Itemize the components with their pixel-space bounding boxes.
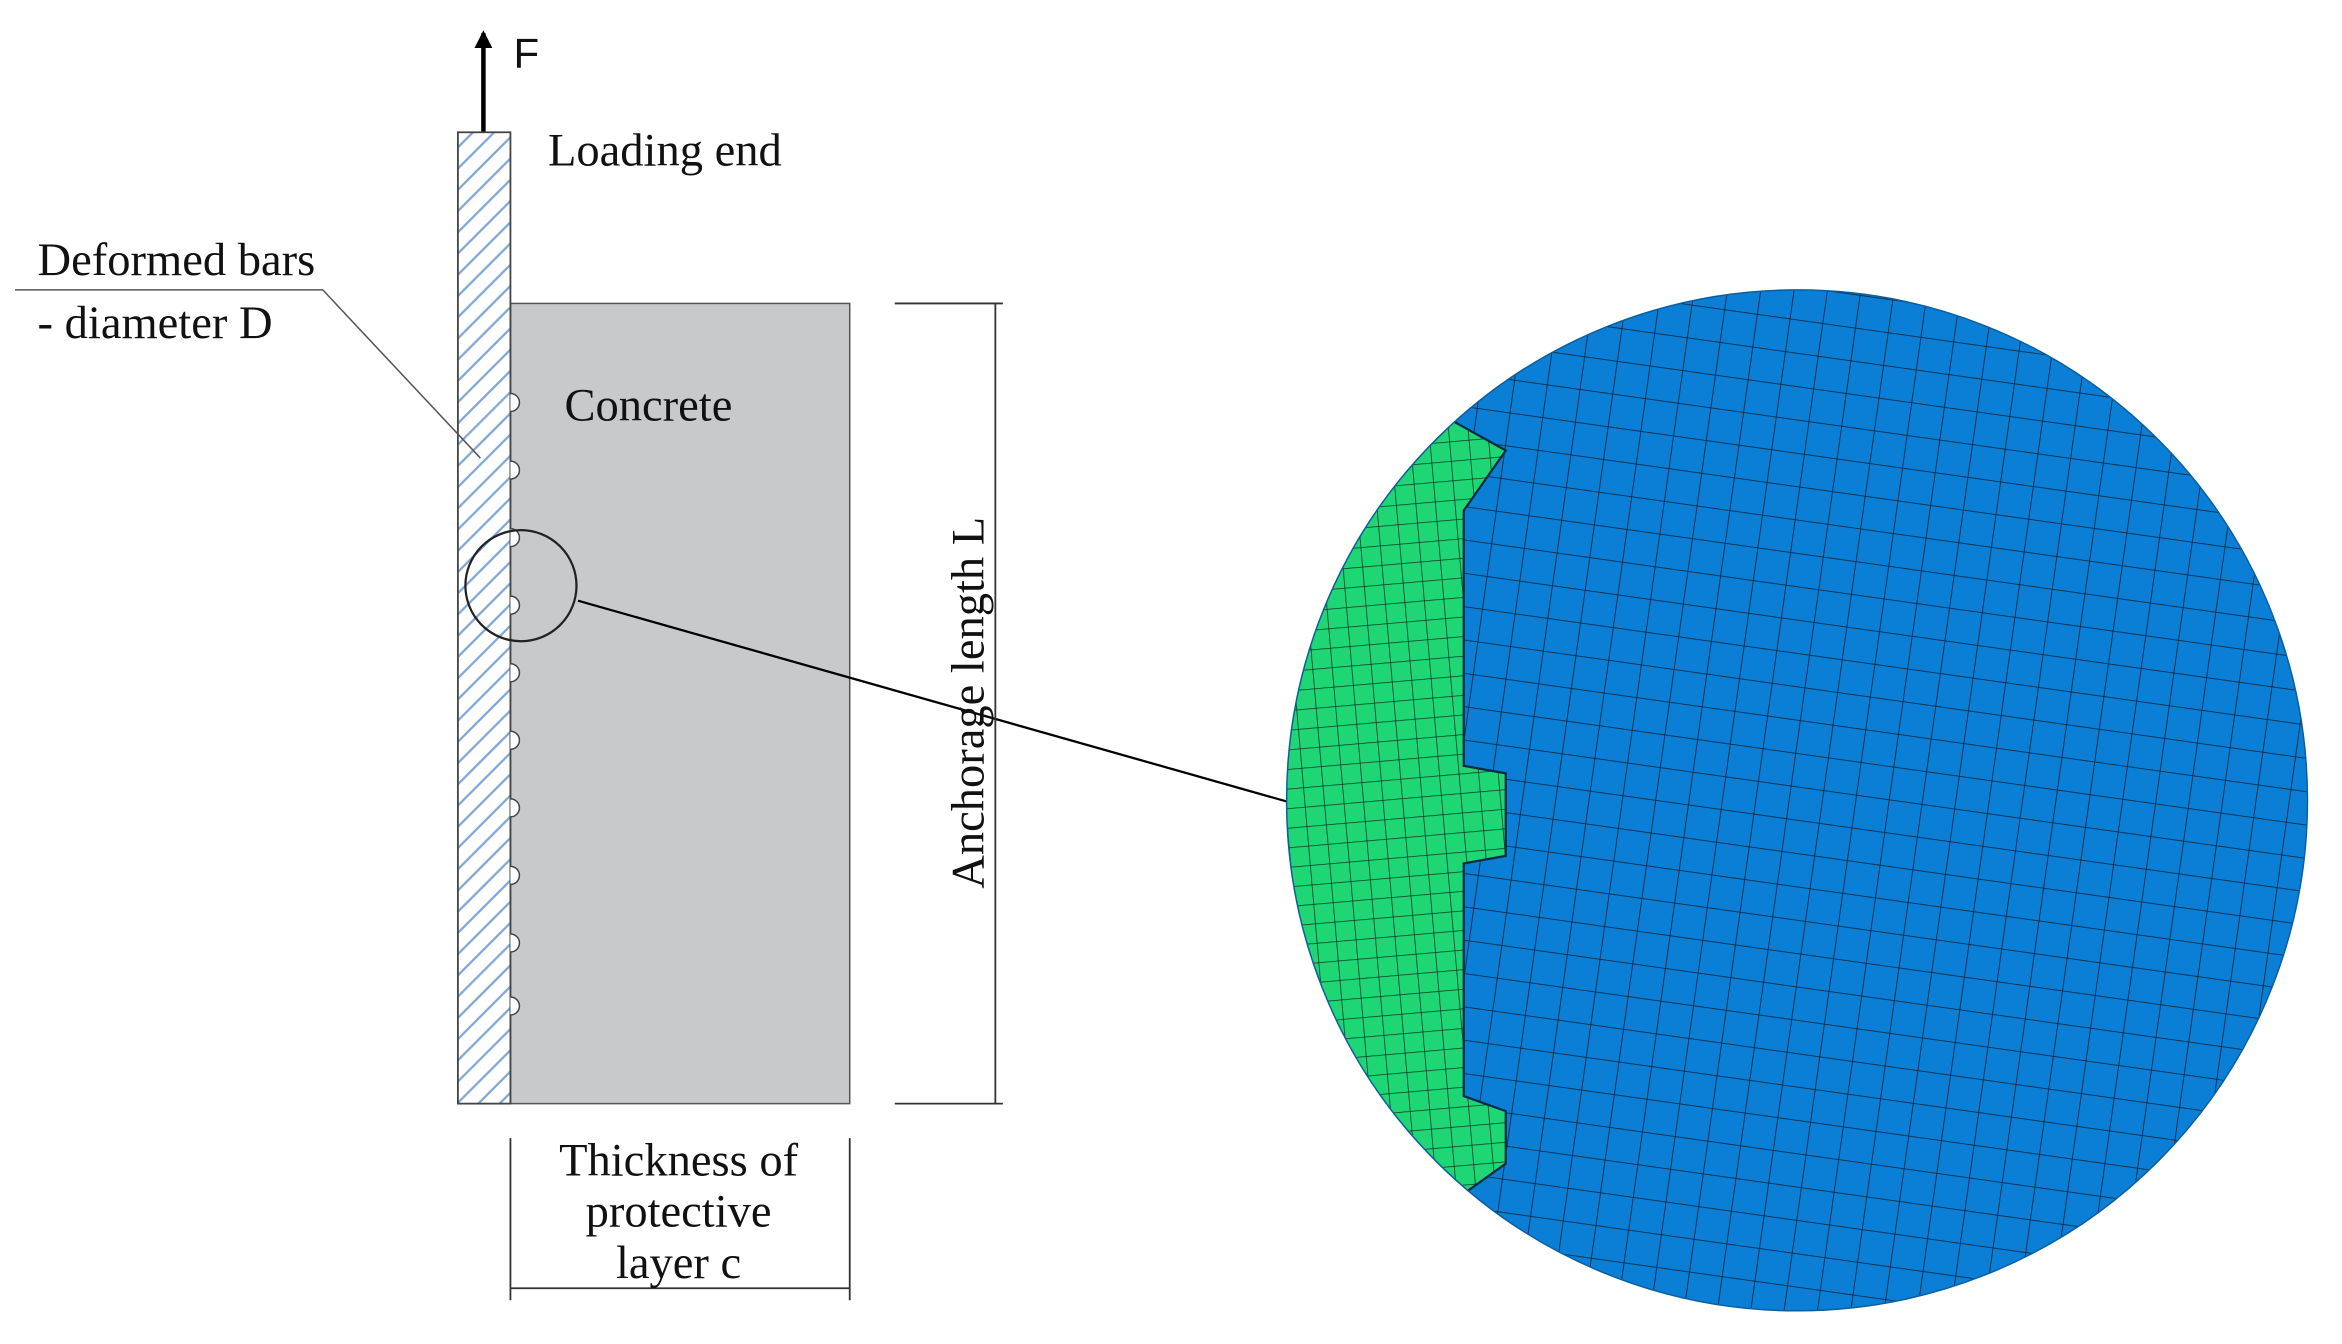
bars-label: - diameter D bbox=[38, 298, 273, 349]
bars-label: Deformed bars bbox=[38, 235, 316, 286]
rebar-ribs bbox=[510, 392, 521, 1016]
mesh-detail bbox=[1286, 289, 2308, 1311]
thickness-label: layer c bbox=[616, 1238, 741, 1289]
detail-arrow bbox=[577, 599, 1392, 838]
anchorage-label: Anchorage length L bbox=[943, 517, 994, 889]
thickness-label: protective bbox=[586, 1187, 772, 1238]
detail-circle bbox=[464, 529, 578, 643]
thickness-label: Thickness of bbox=[559, 1136, 798, 1187]
leader-line bbox=[15, 289, 481, 459]
concrete-block bbox=[509, 302, 851, 1105]
mesh-outline bbox=[1285, 289, 2309, 1312]
dimension-lines bbox=[509, 302, 1003, 1301]
concrete-label: Concrete bbox=[564, 381, 732, 432]
loading-end-label: Loading end bbox=[548, 125, 782, 176]
force-label: F bbox=[513, 30, 539, 77]
rebar bbox=[456, 131, 512, 1105]
